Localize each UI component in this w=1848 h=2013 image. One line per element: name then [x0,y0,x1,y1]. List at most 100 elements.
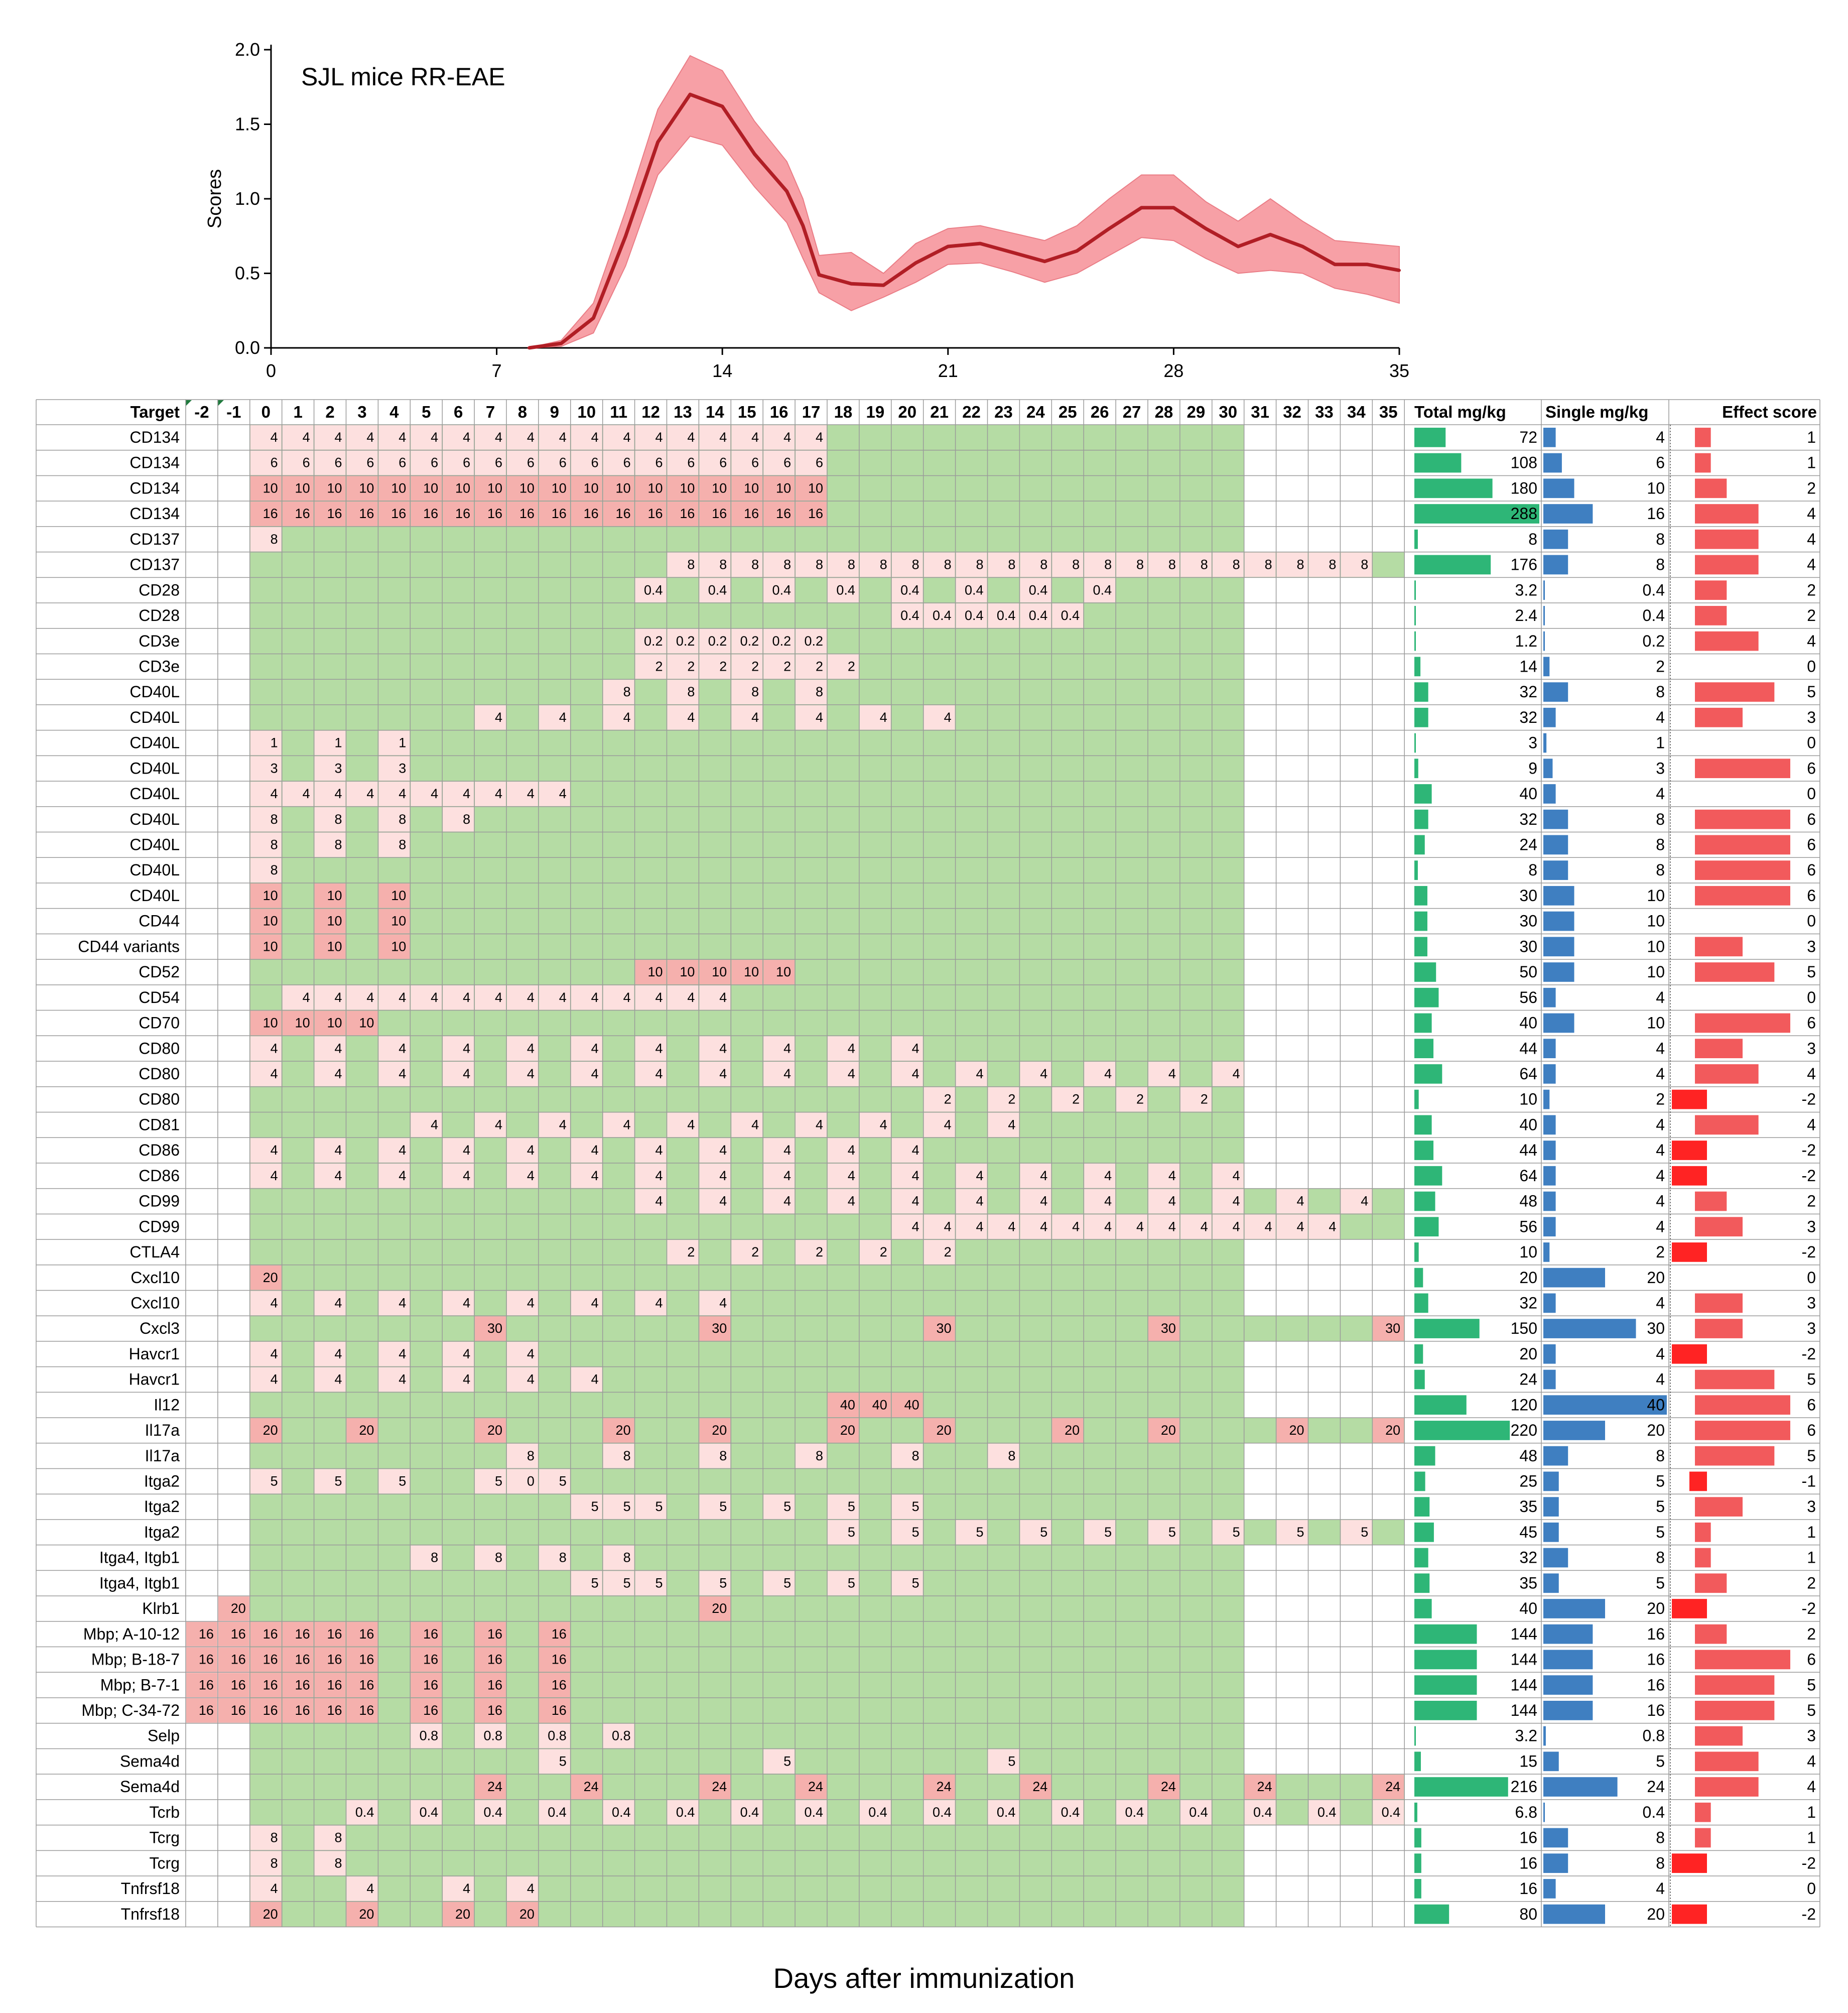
effect-value: 3 [1807,1497,1816,1516]
single-bar [1543,1064,1556,1084]
dose-cell [475,450,506,475]
dose-cell [699,1163,731,1188]
dose-value: 4 [1104,1219,1112,1234]
dose-cell [378,1163,410,1188]
effect-value: 4 [1807,505,1816,523]
total-value: 20 [1519,1269,1537,1287]
dose-value: 2 [687,1244,695,1260]
dose-value: 4 [463,786,470,801]
total-bar [1414,835,1425,855]
dose-cell [346,1698,378,1723]
dose-cell [1084,1189,1116,1214]
dose-cell [314,1138,346,1163]
total-bar [1414,987,1439,1008]
total-bar [1414,428,1446,447]
effect-bar [1695,1701,1775,1720]
dose-value: 4 [399,1346,406,1361]
dose-value: 0.4 [1093,582,1112,597]
effect-value: 6 [1807,1396,1816,1414]
dose-cell [1084,578,1116,603]
effect-value: 6 [1807,836,1816,854]
total-value: 180 [1511,479,1537,497]
total-value: 24 [1519,1370,1537,1389]
dose-value: 6 [334,455,342,470]
dose-cell [411,425,442,450]
header-single: Single mg/kg [1545,403,1648,421]
effect-value: 1 [1807,1523,1816,1541]
table-row: 0.4 0.4 0.4 0.4 0.4 0.4 0.4 0.4 0.4 0.4 0.4 0.4 0.4 0… [150,1799,1816,1825]
dose-value: 0.4 [644,582,663,597]
treatment-window [249,756,1244,782]
dose-cell [346,1673,378,1697]
effect-value: 2 [1807,606,1816,624]
single-bar [1543,1879,1556,1899]
treatment-window [249,1825,1244,1851]
total-bar [1414,1319,1480,1338]
single-value: 20 [1647,1421,1665,1439]
target-name: CTLA4 [129,1243,180,1261]
dose-cell [891,1520,923,1545]
dose-value: 4 [880,1117,887,1132]
dose-value: 4 [431,430,438,445]
single-value: 4 [1656,785,1665,803]
dose-value: 4 [591,1041,599,1056]
header-day: 23 [994,403,1013,421]
dose-value: 16 [552,1703,567,1718]
target-name: CD28 [139,581,180,599]
dose-value: 16 [263,506,278,521]
dose-cell [475,782,506,806]
dose-value: 4 [527,430,535,445]
mean-score-point [979,242,982,245]
dose-cell [346,1011,378,1036]
dose-cell [1276,1520,1308,1545]
dose-value: 16 [359,1652,374,1667]
dose-cell [346,985,378,1010]
dose-cell [507,501,538,526]
mean-score-point [882,284,885,287]
dose-cell [699,628,731,654]
dose-value: 4 [976,1219,983,1234]
dose-cell [635,476,667,501]
total-value: 8 [1528,530,1537,548]
total-bar [1414,1344,1423,1364]
dose-value: 5 [559,1753,567,1769]
dose-cell [250,450,282,475]
total-value: 216 [1511,1778,1537,1796]
total-value: 44 [1519,1039,1537,1057]
dose-cell [443,985,474,1010]
dose-cell [443,476,474,501]
dose-value: 4 [655,1041,663,1056]
dose-cell [507,476,538,501]
single-value: 8 [1656,530,1665,548]
treatment-window [249,1672,1244,1698]
dose-value: 4 [687,430,695,445]
dose-cell [411,450,442,475]
single-value: 4 [1656,1217,1665,1235]
total-value: 150 [1511,1319,1537,1337]
effect-value: 4 [1807,1752,1816,1770]
dose-cell [186,1673,217,1697]
dose-value: 2 [880,1244,887,1260]
dose-cell [667,705,699,730]
dose-cell [314,501,346,526]
dose-value: 5 [1296,1525,1304,1540]
total-value: 40 [1519,785,1537,803]
dose-value: 8 [1265,557,1272,572]
dose-cell [796,476,827,501]
dose-value: 0.4 [1189,1805,1208,1820]
dose-value: 0.4 [676,1805,695,1820]
header-day: 30 [1219,403,1237,421]
dose-cell [891,1443,923,1468]
total-value: 220 [1511,1421,1537,1439]
comment-marker [186,400,192,406]
dose-cell [828,1494,859,1519]
dose-cell [186,1647,217,1672]
dose-value: 0.2 [708,634,727,649]
dose-value: 4 [591,430,599,445]
header-day: 14 [706,403,724,421]
dose-value: 4 [399,1168,406,1183]
header-day: 11 [610,403,627,421]
dose-value: 4 [816,1117,823,1132]
dose-value: 5 [591,1499,599,1514]
dose-value: 4 [334,430,342,445]
